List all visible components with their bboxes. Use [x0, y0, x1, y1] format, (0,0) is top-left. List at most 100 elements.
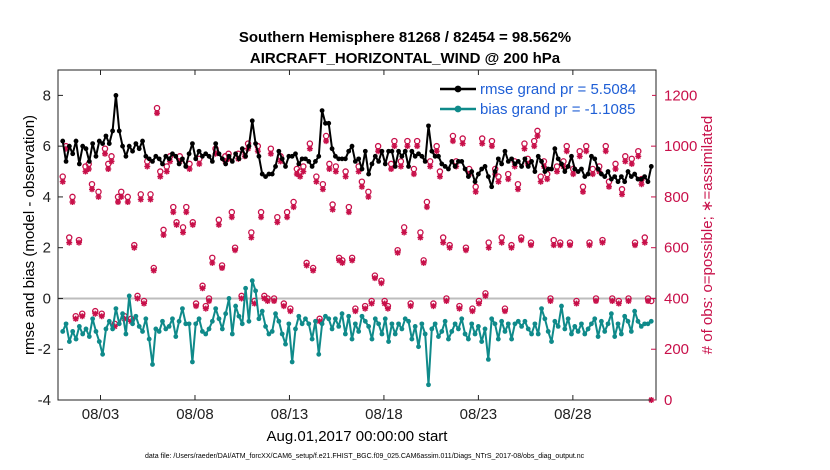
obs-assimilated-point	[160, 232, 167, 238]
bias-point	[190, 359, 195, 365]
obs-assimilated-point	[202, 305, 209, 312]
bias-point	[359, 313, 365, 319]
bias-point	[349, 336, 355, 342]
rmse-point	[575, 169, 581, 174]
right-tick-label: 0	[664, 392, 672, 409]
bias-point	[103, 326, 109, 332]
obs-assimilated-point	[332, 168, 339, 175]
rmse-point	[173, 153, 179, 159]
obs-assimilated-point	[583, 148, 590, 155]
obs-assimilated-point	[368, 300, 375, 307]
bias-point	[126, 293, 132, 299]
rmse-point	[426, 123, 431, 129]
rmse-point	[392, 164, 398, 169]
bias-point	[263, 323, 268, 329]
rmse-point	[153, 153, 159, 159]
bias-point	[180, 306, 185, 312]
bias-point	[243, 285, 249, 291]
rmse-point	[296, 161, 302, 167]
obs-assimilated-point	[488, 143, 495, 150]
bias-point	[419, 321, 425, 327]
obs-assimilated-point	[638, 181, 645, 188]
obs-assimilated-point	[124, 199, 131, 205]
obs-assimilated-point	[521, 145, 528, 152]
obs-assimilated-point	[544, 176, 551, 183]
rmse-point	[515, 158, 521, 164]
rmse-point	[246, 143, 252, 149]
rmse-point	[452, 164, 458, 169]
rmse-point	[579, 166, 584, 172]
obs-assimilated-point	[352, 308, 359, 315]
obs-assimilated-point	[625, 298, 632, 304]
obs-assimilated-point	[339, 259, 346, 266]
bias-point	[209, 318, 215, 324]
obs-assimilated-point	[511, 163, 518, 170]
bias-point	[226, 296, 232, 301]
bias-point	[362, 318, 368, 324]
rmse-point	[196, 148, 202, 154]
bias-point	[555, 323, 561, 329]
rmse-point	[376, 158, 382, 164]
rmse-point	[502, 148, 508, 154]
obs-assimilated-point	[186, 166, 193, 172]
obs-assimilated-point	[365, 193, 372, 200]
bias-point	[83, 326, 89, 332]
obs-assimilated-point	[303, 262, 310, 269]
obs-assimilated-point	[75, 239, 82, 246]
rmse-point	[156, 156, 162, 162]
obs-assimilated-point	[609, 298, 616, 304]
rmse-point	[542, 169, 548, 174]
bias-point	[186, 321, 192, 327]
obs-assimilated-point	[602, 148, 609, 155]
bias-point	[356, 329, 362, 334]
bias-point	[93, 329, 99, 334]
bias-point	[223, 311, 229, 317]
rmse-point	[146, 156, 152, 162]
bias-point	[522, 318, 528, 324]
obs-assimilated-point	[485, 244, 492, 251]
obs-assimilated-point	[427, 163, 434, 170]
obs-assimilated-point	[62, 145, 69, 152]
bias-point	[598, 318, 604, 324]
rmse-point	[569, 153, 574, 159]
rmse-point	[628, 174, 634, 180]
obs-assimilated-point	[349, 257, 356, 264]
obs-assimilated-point	[576, 153, 583, 160]
obs-assimilated-point	[293, 171, 300, 178]
bias-point	[549, 339, 554, 345]
rmse-point	[229, 158, 235, 164]
rmse-point	[622, 179, 628, 185]
bias-point	[552, 318, 558, 324]
rmse-point	[472, 179, 478, 185]
obs-assimilated-point	[118, 193, 125, 200]
obs-assimilated-point	[573, 300, 580, 307]
rmse-point	[323, 120, 328, 126]
obs-assimilated-point	[589, 171, 596, 178]
rmse-point	[642, 174, 648, 180]
right-tick-label: 400	[664, 290, 689, 307]
rmse-point	[416, 151, 421, 157]
rmse-point	[293, 151, 298, 157]
x-tick-label: 08/28	[554, 406, 592, 423]
rmse-point	[456, 158, 461, 164]
bias-point	[602, 329, 608, 334]
bias-point	[489, 316, 495, 322]
obs-assimilated-point	[212, 150, 219, 157]
bias-point	[63, 321, 69, 327]
rmse-point	[113, 92, 119, 98]
bias-point	[309, 336, 315, 342]
bias-point	[628, 329, 634, 334]
bias-point	[426, 382, 431, 388]
obs-assimilated-point	[173, 221, 180, 228]
rmse-point	[505, 158, 511, 164]
footnote: data file: /Users/raeder/DAI/ATM_forcXX/…	[145, 453, 585, 460]
rmse-point	[362, 148, 368, 154]
right-tick-label: 200	[664, 341, 689, 358]
obs-assimilated-point	[189, 221, 196, 228]
obs-assimilated-point	[619, 191, 626, 198]
obs-assimilated-point	[215, 221, 222, 228]
obs-assimilated-point	[417, 234, 424, 241]
rmse-point	[595, 166, 601, 172]
obs-assimilated-point	[449, 138, 456, 145]
y-axis-right-label: # of obs: o=possible; ∗=assimilated	[699, 116, 716, 355]
